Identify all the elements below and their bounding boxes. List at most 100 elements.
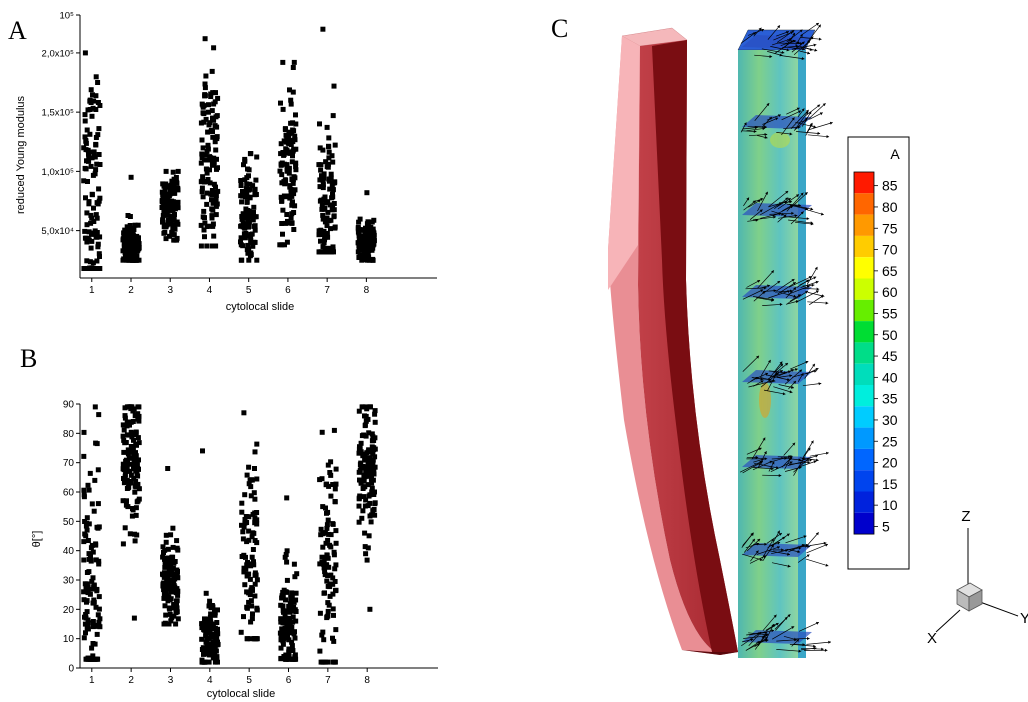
vector-arrow [768, 370, 787, 374]
data-point-g3 [172, 202, 178, 207]
data-point-g2 [123, 502, 129, 508]
data-point-g1 [84, 515, 90, 521]
data-point-g6 [291, 227, 297, 232]
data-point-g4 [203, 116, 209, 122]
data-point-g6 [278, 616, 284, 622]
vector-arrow-head [792, 282, 796, 285]
data-point-g6 [289, 192, 294, 198]
data-point-g6 [284, 577, 290, 583]
data-point-g1 [87, 591, 93, 597]
data-point-g8 [372, 464, 378, 470]
vector-arrow-head [757, 200, 761, 203]
vector-arrow-head [799, 29, 803, 33]
vector-arrow-head [816, 287, 820, 291]
data-point-g7 [330, 591, 336, 597]
vector-arrow-head [815, 532, 819, 536]
data-point-g8 [356, 255, 362, 260]
data-point-g5 [242, 158, 248, 164]
data-point-g2 [127, 461, 133, 467]
data-point-g3 [163, 532, 169, 538]
data-point-g3 [174, 180, 180, 186]
vector-arrow-head [789, 132, 793, 136]
data-point-g7 [333, 466, 339, 472]
data-point-g1 [93, 266, 99, 271]
chart-b-marks [81, 404, 378, 665]
data-point-g4 [215, 607, 220, 613]
data-point-g3 [170, 525, 176, 531]
data-point-g7 [324, 230, 330, 236]
data-point-g4 [203, 152, 209, 158]
data-point-g8 [362, 457, 368, 463]
data-point-g6 [294, 571, 300, 577]
data-point-g2 [124, 465, 130, 471]
data-point-g3 [174, 572, 180, 578]
data-point-g4 [207, 180, 213, 186]
data-point-g5 [241, 552, 247, 558]
data-point-g7 [325, 537, 331, 543]
data-point-g2 [136, 466, 141, 472]
data-point-g4 [201, 179, 207, 185]
vector-arrow-head [801, 108, 805, 112]
data-point-g6 [282, 625, 288, 631]
data-point-g7 [317, 121, 322, 127]
legend-level-label: 80 [882, 199, 898, 215]
vector-arrow [807, 301, 829, 304]
data-point-g6 [291, 561, 297, 567]
data-point-g5 [247, 181, 253, 187]
vector-arrow [772, 626, 795, 640]
data-point-g4 [203, 73, 209, 79]
data-point-g4 [206, 102, 211, 108]
field-slice [742, 115, 812, 129]
y-tick-label: 50 [63, 517, 75, 528]
data-point-g6 [286, 653, 292, 659]
data-point-g6 [278, 151, 284, 157]
vector-arrow [807, 134, 830, 138]
data-point-g3 [164, 579, 170, 585]
vector-arrow [761, 538, 775, 559]
vector-arrow-head [825, 301, 829, 305]
data-point-g4 [205, 648, 211, 654]
vector-arrow-head [801, 544, 805, 547]
data-point-g7 [324, 164, 330, 170]
data-point-g7 [322, 246, 328, 251]
data-point-g2 [124, 498, 129, 504]
data-point-g1 [88, 545, 94, 551]
vector-arrow-head [771, 298, 774, 302]
vector-arrow-head [787, 614, 791, 618]
vector-arrow-head [790, 289, 793, 293]
data-point-g7 [318, 526, 324, 532]
data-point-g1 [82, 228, 88, 234]
data-point-g3 [167, 188, 173, 194]
data-point-g4 [204, 170, 210, 176]
vector-arrow-head [757, 641, 761, 644]
data-point-g2 [129, 434, 135, 440]
data-point-g2 [130, 234, 136, 240]
data-point-g7 [331, 549, 337, 555]
data-point-g5 [239, 509, 245, 515]
vector-arrow-head [764, 457, 768, 461]
data-point-g4 [201, 119, 207, 125]
data-point-g6 [278, 645, 284, 651]
data-point-g7 [328, 226, 333, 232]
data-point-g6 [285, 140, 291, 146]
vector-arrow [809, 295, 824, 306]
vector-arrow-head [789, 461, 793, 465]
data-point-g6 [286, 131, 292, 137]
y-tick-label: 10⁵ [59, 11, 74, 22]
vector-arrow-head [797, 294, 801, 298]
data-point-g4 [200, 145, 206, 151]
data-point-g4 [209, 213, 215, 219]
data-point-g4 [210, 200, 216, 206]
vector-arrow-head [807, 40, 811, 44]
data-point-g2 [125, 447, 131, 453]
data-point-g2 [125, 233, 131, 239]
data-point-g1 [84, 158, 89, 164]
data-point-g6 [279, 161, 285, 167]
legend-swatch [854, 385, 874, 407]
data-point-g2 [120, 466, 126, 472]
vector-arrow [782, 45, 799, 48]
vector-arrow-head [828, 640, 831, 644]
data-point-g3 [174, 609, 180, 615]
data-point-g7 [325, 659, 331, 665]
data-point-g2 [128, 174, 134, 180]
